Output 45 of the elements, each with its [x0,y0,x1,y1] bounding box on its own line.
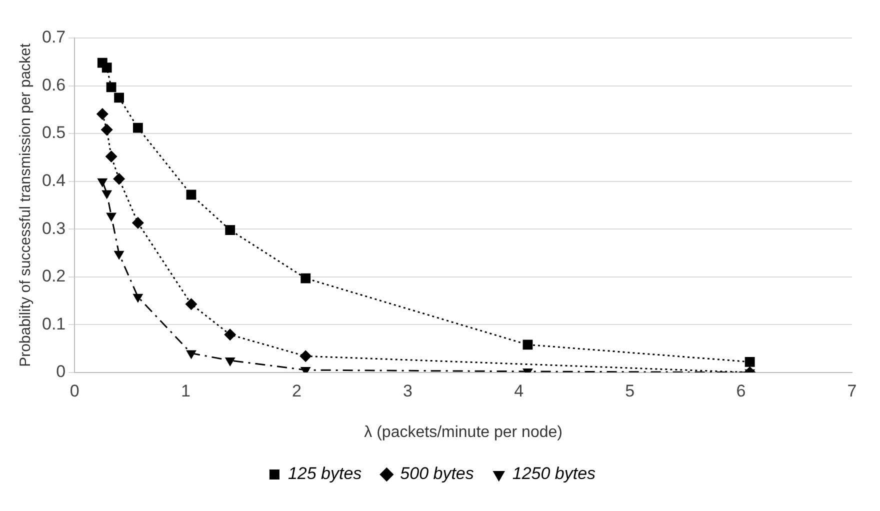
point [185,298,198,310]
y-tick-label: 0.6 [42,75,66,94]
point [132,216,144,229]
x-tick-label: 2 [292,381,302,400]
point [106,82,116,92]
y-tick-label: 0.7 [42,28,66,47]
point [113,172,126,185]
point [522,340,533,350]
point [106,212,116,222]
legend-label: 500 bytes [400,464,474,484]
point [186,350,196,360]
point [300,350,312,362]
point [102,190,112,200]
x-tick-label: 1 [180,381,190,400]
x-tick-label: 3 [403,381,413,400]
point [225,225,236,235]
point [300,273,311,284]
point [224,357,236,366]
point [114,250,124,260]
point [132,122,143,133]
x-tick-label: 7 [847,381,857,400]
y-tick-label: 0 [56,362,66,382]
legend-label: 125 bytes [288,464,362,484]
point [186,190,196,200]
point [132,294,144,303]
y-tick-label: 0.5 [42,123,66,142]
point [744,356,755,367]
legend-label: 1250 bytes [512,464,596,484]
x-tick-label: 4 [514,381,524,400]
y-tick-label: 0.1 [42,314,66,334]
point [114,92,124,103]
point [105,150,118,162]
y-tick-label: 0.3 [42,218,66,238]
point [97,178,108,188]
y-axis-title: Probability of successful transmission per packet [17,42,34,367]
point [100,124,113,136]
x-axis-title: λ (packets/minute per node) [364,424,562,441]
x-tick-label: 0 [70,381,80,400]
y-tick-label: 0.2 [42,266,66,286]
y-tick-label: 0.4 [42,171,66,190]
point [102,62,112,73]
point [96,108,108,120]
point [224,328,236,341]
x-tick-label: 5 [625,381,635,400]
x-tick-label: 6 [736,381,746,400]
